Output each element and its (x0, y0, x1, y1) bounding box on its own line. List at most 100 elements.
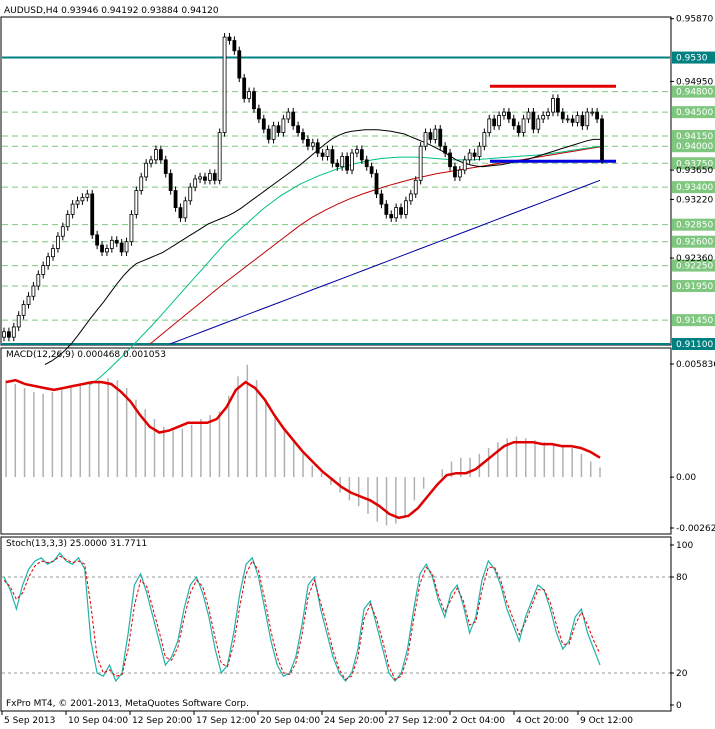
candle-body-68 (335, 162, 340, 168)
macd-tick-label-0: 0.005836 (676, 360, 715, 370)
candle-body-11 (56, 235, 60, 249)
level-tag-3 (672, 129, 715, 142)
candle-body-49 (242, 77, 247, 99)
stoch-main-line (3, 552, 601, 683)
stoch-panel (0, 536, 672, 712)
candle-body-40 (198, 176, 202, 180)
candle-body-51 (252, 91, 256, 110)
level-tag-8 (672, 235, 715, 248)
level-tag-2 (672, 106, 715, 119)
candle-body-31 (154, 149, 158, 161)
time-label-5: 24 Sep 20:00 (324, 716, 384, 726)
ma-blue-line (169, 179, 601, 345)
time-label-1: 10 Sep 04:00 (68, 716, 128, 726)
candle-body-110 (541, 115, 546, 120)
moving-averages (44, 84, 616, 386)
level-tag-text-9: 0.92250 (676, 262, 713, 272)
stoch-tick-label-1: 80 (676, 573, 688, 583)
candle-body-120 (590, 111, 595, 114)
level-tag-1 (672, 85, 715, 98)
candle-body-5 (26, 295, 31, 305)
candle-body-44 (217, 132, 222, 181)
time-label-7: 2 Oct 04:00 (452, 716, 505, 726)
candle-body-107 (526, 111, 531, 120)
candle-body-30 (149, 159, 153, 164)
candle-body-14 (70, 203, 75, 215)
candle-body-85 (418, 145, 423, 181)
macd-label: MACD(12,26,9) 0.000468 0.001053 (6, 350, 166, 360)
candle-body-18 (90, 193, 95, 236)
level-tag-text-3: 0.94150 (676, 132, 713, 142)
level-tag-text-7: 0.92850 (676, 221, 713, 231)
candle-body-10 (51, 248, 55, 258)
level-tag-text-2: 0.94500 (676, 108, 713, 118)
macd-tick-label-2: -0.002627 (676, 524, 715, 534)
price-tick-label-1: 0.94950 (676, 77, 713, 87)
candle-body-88 (433, 128, 438, 140)
candle-body-89 (438, 128, 443, 147)
level-tag-text-8: 0.92600 (676, 238, 713, 248)
candle-body-117 (575, 115, 580, 123)
time-label-8: 4 Oct 20:00 (516, 716, 569, 726)
candle-body-70 (345, 156, 350, 171)
candle-body-27 (134, 190, 139, 215)
price-tick-label-3: 0.93220 (676, 195, 713, 205)
price-tick-label-4: 0.92360 (676, 254, 713, 264)
candle-body-12 (60, 226, 65, 237)
candle-body-16 (80, 196, 85, 202)
level-tag-text-5: 0.93750 (676, 159, 713, 169)
candle-body-111 (546, 111, 550, 116)
candle-body-114 (560, 111, 565, 120)
candle-body-59 (291, 111, 296, 127)
candle-body-0 (2, 331, 6, 338)
candle-body-43 (212, 173, 217, 181)
level-tag-text-6: 0.93400 (676, 183, 713, 193)
candle-body-101 (497, 115, 501, 127)
level-tag-text-12: 0.91100 (676, 340, 713, 350)
candle-body-13 (65, 214, 70, 228)
candle-body-87 (428, 132, 433, 140)
candle-body-2 (11, 326, 16, 338)
candle-body-76 (374, 173, 379, 195)
macd-tick-label-1: 0.00 (676, 473, 696, 483)
time-label-0: 5 Sep 2013 (4, 716, 55, 726)
stoch-label: Stoch(13,3,3) 25.0000 31.7711 (6, 539, 147, 549)
candle-body-45 (222, 36, 227, 133)
candle-body-79 (389, 214, 394, 219)
candlesticks (2, 33, 604, 342)
candle-body-94 (462, 159, 467, 171)
candle-body-69 (340, 156, 345, 168)
candle-body-22 (109, 239, 114, 249)
level-tag-text-11: 0.91450 (676, 316, 713, 326)
price-panel (0, 16, 672, 346)
candle-body-15 (75, 200, 80, 205)
candle-body-9 (46, 256, 51, 266)
level-tag-text-4: 0.94000 (676, 142, 713, 152)
candle-body-6 (31, 285, 36, 297)
candle-body-50 (247, 91, 251, 99)
level-tag-10 (672, 280, 715, 293)
candle-body-25 (124, 241, 129, 253)
candle-body-91 (448, 152, 452, 168)
candle-body-32 (158, 149, 163, 161)
candle-body-41 (203, 176, 207, 181)
candle-body-23 (114, 239, 119, 244)
candle-body-100 (492, 118, 497, 127)
candle-body-81 (399, 207, 403, 215)
level-tag-6 (672, 181, 715, 194)
candle-body-72 (355, 149, 359, 154)
stoch-tick-label-2: 20 (676, 669, 688, 679)
candle-body-20 (100, 244, 104, 253)
candle-body-74 (364, 159, 369, 168)
candle-body-105 (516, 125, 521, 133)
candle-body-93 (457, 169, 462, 178)
candle-body-28 (139, 176, 144, 191)
candle-body-109 (536, 118, 541, 130)
candle-body-80 (394, 207, 399, 219)
macd-panel (0, 347, 672, 535)
price-tick-label-0: 0.95870 (676, 15, 713, 25)
candle-body-95 (467, 152, 472, 161)
candle-body-34 (168, 173, 173, 191)
ma-green-line (89, 145, 601, 386)
level-tag-0 (672, 51, 715, 64)
